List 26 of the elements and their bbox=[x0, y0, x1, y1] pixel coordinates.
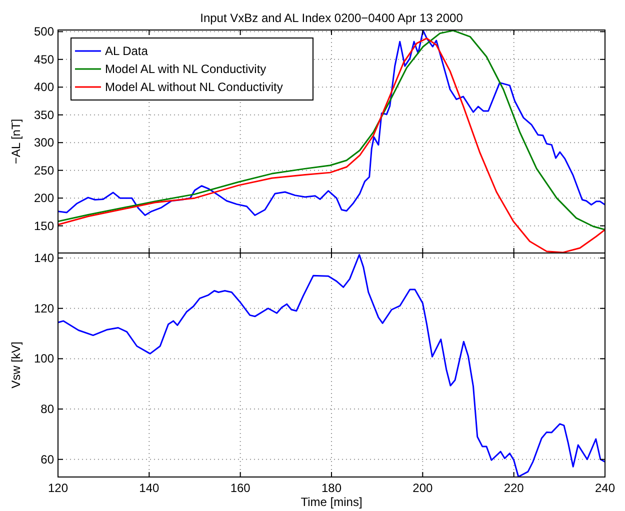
y-tick-label: 300 bbox=[34, 136, 54, 150]
x-tick-label: 140 bbox=[139, 481, 160, 495]
y-tick-label: 120 bbox=[34, 301, 54, 316]
legend-label: Model AL without NL Conductivity bbox=[105, 80, 283, 94]
y-axis-title: Vsw [kV] bbox=[9, 342, 23, 388]
y-tick-label: 200 bbox=[34, 191, 54, 206]
y-tick-label: 250 bbox=[34, 163, 54, 178]
y-tick-label: 60 bbox=[40, 452, 54, 466]
y-tick-label: 100 bbox=[34, 352, 54, 366]
y-tick-label: 80 bbox=[40, 402, 54, 416]
y-tick-label: 350 bbox=[34, 108, 54, 122]
x-tick-label: 220 bbox=[504, 481, 524, 495]
y-tick-label: 400 bbox=[34, 80, 54, 94]
legend-label: Model AL with NL Conductivity bbox=[105, 62, 266, 76]
x-tick-label: 180 bbox=[321, 481, 342, 495]
y-tick-label: 150 bbox=[34, 218, 54, 233]
x-axis-title: Time [mins] bbox=[300, 495, 362, 509]
y-tick-label: 140 bbox=[34, 251, 54, 266]
x-tick-label: 240 bbox=[594, 481, 616, 495]
y-tick-label: 450 bbox=[34, 52, 54, 66]
y-tick-label: 500 bbox=[34, 24, 54, 39]
y-axis-title: −AL [nT] bbox=[9, 118, 23, 164]
x-tick-label: 200 bbox=[412, 481, 433, 495]
chart-title: Input VxBz and AL Index 0200−0400 Apr 13 2000 bbox=[200, 11, 464, 25]
legend-label: AL Data bbox=[105, 44, 148, 58]
x-tick-label: 160 bbox=[230, 481, 251, 495]
